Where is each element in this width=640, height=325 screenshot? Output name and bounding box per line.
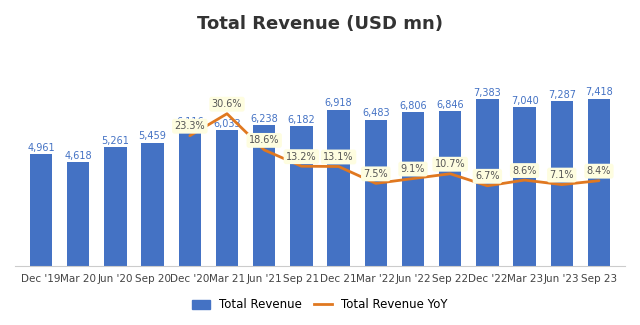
Text: 6,238: 6,238 xyxy=(250,114,278,124)
Text: 7.1%: 7.1% xyxy=(550,170,574,180)
Bar xyxy=(513,107,536,266)
Text: 13.1%: 13.1% xyxy=(323,152,354,162)
Text: 6.7%: 6.7% xyxy=(475,171,500,181)
Bar xyxy=(439,111,461,266)
Bar xyxy=(67,162,90,266)
Bar xyxy=(588,98,610,266)
Text: 7,383: 7,383 xyxy=(474,88,501,98)
Bar xyxy=(328,110,349,266)
Bar xyxy=(476,99,499,266)
Bar xyxy=(291,126,312,266)
Bar xyxy=(550,101,573,266)
Text: 6,182: 6,182 xyxy=(287,115,316,125)
Legend: Total Revenue, Total Revenue YoY: Total Revenue, Total Revenue YoY xyxy=(188,293,452,316)
Text: 18.6%: 18.6% xyxy=(249,136,280,145)
Text: 9.1%: 9.1% xyxy=(401,164,425,174)
Bar xyxy=(141,143,164,266)
Text: 6,918: 6,918 xyxy=(324,98,353,109)
Text: 7,287: 7,287 xyxy=(548,90,576,100)
Text: 5,261: 5,261 xyxy=(102,136,129,146)
Text: 7.5%: 7.5% xyxy=(364,169,388,179)
Text: 10.7%: 10.7% xyxy=(435,159,465,169)
Text: 6,116: 6,116 xyxy=(176,117,204,127)
Text: 7,040: 7,040 xyxy=(511,96,538,106)
Text: 8.6%: 8.6% xyxy=(513,165,537,176)
Bar xyxy=(216,130,238,266)
Text: 6,033: 6,033 xyxy=(213,119,241,128)
Text: 13.2%: 13.2% xyxy=(286,152,317,162)
Bar xyxy=(253,125,275,266)
Title: Total Revenue (USD mn): Total Revenue (USD mn) xyxy=(197,15,443,33)
Text: 23.3%: 23.3% xyxy=(175,121,205,131)
Text: 5,459: 5,459 xyxy=(139,132,166,141)
Bar xyxy=(365,120,387,266)
Text: 6,846: 6,846 xyxy=(436,100,464,110)
Text: 8.4%: 8.4% xyxy=(587,166,611,176)
Text: 4,618: 4,618 xyxy=(65,150,92,161)
Bar xyxy=(104,147,127,266)
Bar xyxy=(402,112,424,266)
Bar xyxy=(30,154,52,266)
Text: 30.6%: 30.6% xyxy=(212,99,243,109)
Bar xyxy=(179,128,201,266)
Text: 6,806: 6,806 xyxy=(399,101,427,111)
Text: 4,961: 4,961 xyxy=(28,143,55,153)
Text: 6,483: 6,483 xyxy=(362,108,390,118)
Text: 7,418: 7,418 xyxy=(585,87,613,97)
